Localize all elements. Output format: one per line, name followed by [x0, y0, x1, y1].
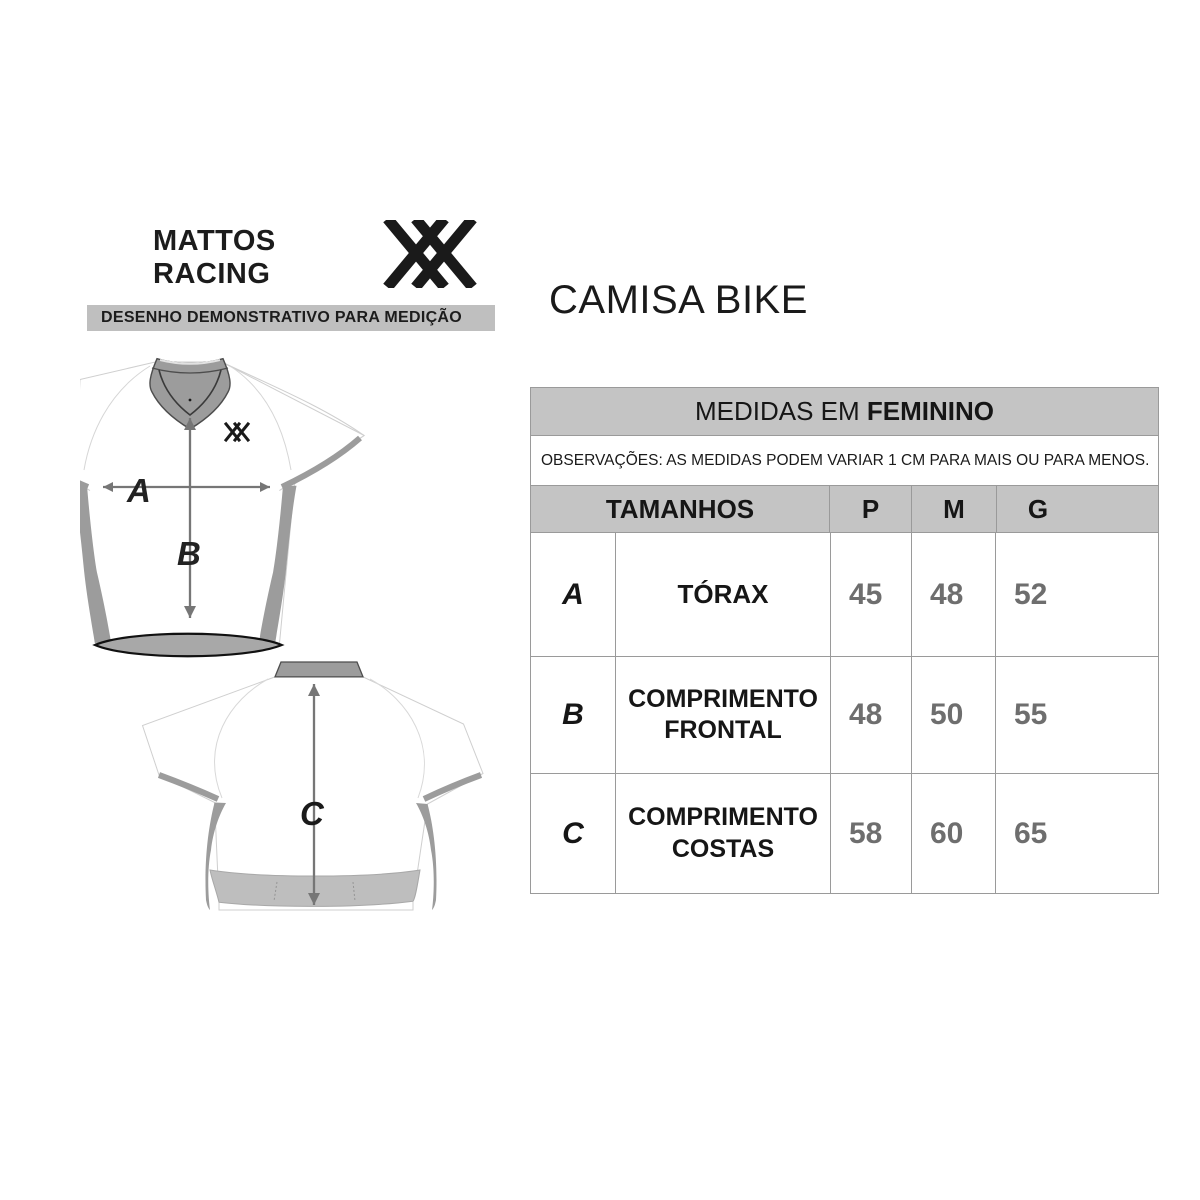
svg-text:B: B	[177, 535, 201, 572]
svg-text:RACING: RACING	[153, 258, 270, 288]
svg-text:MATTOS: MATTOS	[153, 225, 276, 257]
svg-text:A: A	[126, 472, 151, 509]
svg-text:C: C	[300, 795, 325, 832]
